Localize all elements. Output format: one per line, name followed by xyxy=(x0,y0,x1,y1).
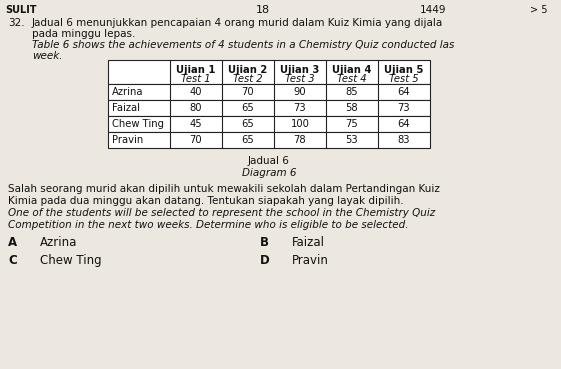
Text: SULIT: SULIT xyxy=(5,5,36,15)
Text: Chew Ting: Chew Ting xyxy=(112,119,164,129)
Text: Kimia pada dua minggu akan datang. Tentukan siapakah yang layak dipilih.: Kimia pada dua minggu akan datang. Tentu… xyxy=(8,196,403,206)
Bar xyxy=(108,132,430,148)
Text: 53: 53 xyxy=(346,135,358,145)
Text: Ujian 5: Ujian 5 xyxy=(384,65,424,75)
Text: 70: 70 xyxy=(190,135,203,145)
Text: Jadual 6: Jadual 6 xyxy=(248,156,290,166)
Text: 90: 90 xyxy=(294,87,306,97)
Text: Azrina: Azrina xyxy=(112,87,144,97)
Text: One of the students will be selected to represent the school in the Chemistry Qu: One of the students will be selected to … xyxy=(8,208,435,218)
Text: 40: 40 xyxy=(190,87,203,97)
Text: Azrina: Azrina xyxy=(40,236,77,249)
Text: 65: 65 xyxy=(242,135,254,145)
Text: 58: 58 xyxy=(346,103,358,113)
Text: 1449: 1449 xyxy=(420,5,447,15)
Text: 83: 83 xyxy=(398,135,410,145)
Text: Ujian 3: Ujian 3 xyxy=(280,65,320,75)
Text: Faizal: Faizal xyxy=(292,236,325,249)
Text: 73: 73 xyxy=(398,103,410,113)
Text: 75: 75 xyxy=(346,119,358,129)
Text: 18: 18 xyxy=(256,5,270,15)
Text: Ujian 2: Ujian 2 xyxy=(228,65,268,75)
Text: pada minggu lepas.: pada minggu lepas. xyxy=(32,29,135,39)
Text: Pravin: Pravin xyxy=(292,254,329,267)
Text: B: B xyxy=(260,236,269,249)
Text: Test 4: Test 4 xyxy=(337,74,367,84)
Bar xyxy=(108,100,430,116)
Text: Jadual 6 menunjukkan pencapaian 4 orang murid dalam Kuiz Kimia yang dijala: Jadual 6 menunjukkan pencapaian 4 orang … xyxy=(32,18,443,28)
Bar xyxy=(108,60,430,84)
Text: Salah seorang murid akan dipilih untuk mewakili sekolah dalam Pertandingan Kuiz: Salah seorang murid akan dipilih untuk m… xyxy=(8,184,440,194)
Text: Chew Ting: Chew Ting xyxy=(40,254,102,267)
Text: C: C xyxy=(8,254,17,267)
Text: 80: 80 xyxy=(190,103,203,113)
Text: Diagram 6: Diagram 6 xyxy=(242,168,296,178)
Text: 64: 64 xyxy=(398,119,410,129)
Text: 32.: 32. xyxy=(8,18,25,28)
Text: Test 5: Test 5 xyxy=(389,74,419,84)
Text: Table 6 shows the achievements of 4 students in a Chemistry Quiz conducted las: Table 6 shows the achievements of 4 stud… xyxy=(32,40,454,50)
Text: 45: 45 xyxy=(190,119,203,129)
Text: 100: 100 xyxy=(291,119,310,129)
Text: 65: 65 xyxy=(242,103,254,113)
Text: > 5: > 5 xyxy=(531,5,548,15)
Text: 73: 73 xyxy=(294,103,306,113)
Text: A: A xyxy=(8,236,17,249)
Text: Test 1: Test 1 xyxy=(181,74,211,84)
Bar xyxy=(108,116,430,132)
Text: Test 2: Test 2 xyxy=(233,74,263,84)
Text: 70: 70 xyxy=(242,87,254,97)
Text: Ujian 1: Ujian 1 xyxy=(176,65,216,75)
Text: 85: 85 xyxy=(346,87,358,97)
Text: Faizal: Faizal xyxy=(112,103,140,113)
Text: Test 3: Test 3 xyxy=(285,74,315,84)
Text: D: D xyxy=(260,254,270,267)
Text: 64: 64 xyxy=(398,87,410,97)
Text: Pravin: Pravin xyxy=(112,135,143,145)
Text: 78: 78 xyxy=(294,135,306,145)
Text: week.: week. xyxy=(32,51,62,61)
Bar xyxy=(108,84,430,100)
Text: Ujian 4: Ujian 4 xyxy=(332,65,372,75)
Text: Competition in the next two weeks. Determine who is eligible to be selected.: Competition in the next two weeks. Deter… xyxy=(8,220,408,230)
Text: 65: 65 xyxy=(242,119,254,129)
